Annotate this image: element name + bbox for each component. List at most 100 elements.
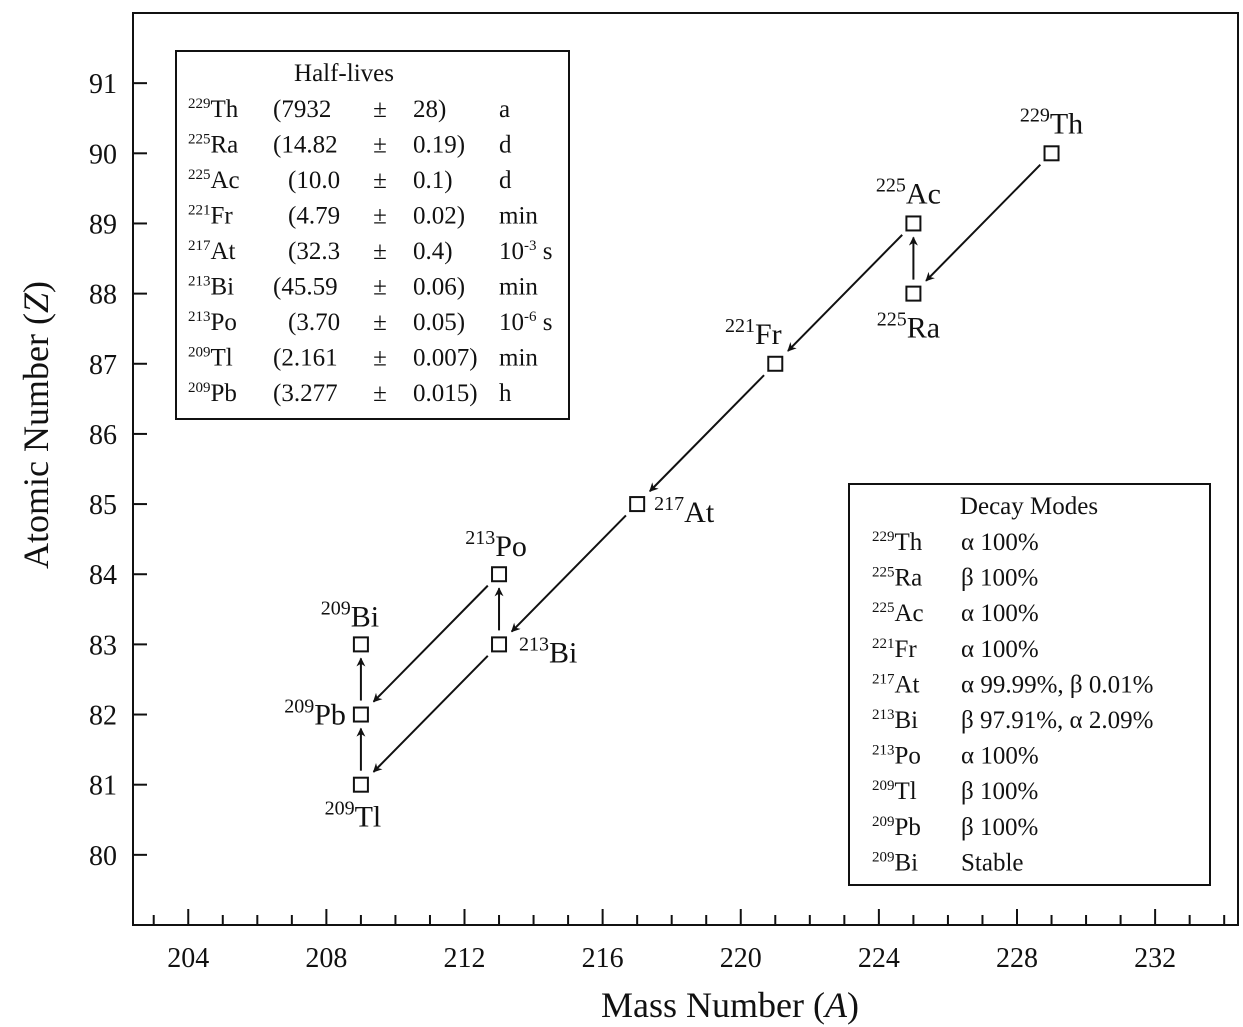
decay-mode-nuclide: 221Fr [872,636,917,663]
alpha-decay-arrow [372,655,489,773]
decay-mode-nuclide: 209Bi [872,849,918,876]
half-life-uncertainty: 0.007) [413,345,478,372]
half-life-nuclide: 209Tl [188,345,233,372]
half-life-nuclide: 225Ac [188,167,240,194]
nuclide-marker-213Po [491,566,508,583]
decay-mode-value: α 100% [961,529,1039,556]
x-tick-label: 216 [582,943,624,974]
y-tick-label: 82 [89,701,117,732]
half-life-pm: ± [373,132,387,159]
decay-mode-value: α 99.99%, β 0.01% [961,671,1153,698]
half-life-unit: 10-3 s [499,238,552,265]
decay-mode-nuclide: 209Tl [872,778,917,805]
decay-mode-nuclide: 213Po [872,743,921,770]
half-life-nuclide: 213Bi [188,274,234,301]
half-life-unit: 10-6 s [499,309,552,336]
x-tick-label: 212 [444,943,486,974]
nuclide-marker-217At [629,496,646,513]
nuclide-marker-229Th [1043,145,1060,162]
half-life-pm: ± [373,96,387,123]
half-life-nuclide: 229Th [188,96,239,123]
half-life-uncertainty: 0.015) [413,380,478,407]
alpha-decay-arrow [372,584,489,703]
half-life-pm: ± [373,274,387,301]
decay-mode-nuclide: 217At [872,671,920,698]
nuclide-marker-225Ra [905,285,922,302]
y-tick-label: 88 [89,280,117,311]
half-life-uncertainty: 28) [413,96,446,123]
half-life-pm: ± [373,309,387,336]
alpha-decay-arrow [649,374,765,492]
alpha-decay-arrow [925,164,1042,282]
half-life-nuclide: 213Po [188,309,237,336]
half-life-unit: min [499,345,538,372]
half-life-pm: ± [373,345,387,372]
half-life-value: (14.82 [273,132,338,159]
nuclide-label-213Bi: 213Bi [519,633,577,669]
x-tick-label: 224 [858,943,900,974]
half-life-value: (4.79 [288,203,340,230]
y-tick-label: 81 [89,771,117,802]
y-tick-label: 86 [89,420,117,451]
half-life-nuclide: 217At [188,238,236,265]
half-life-value: (45.59 [273,274,338,301]
half-life-uncertainty: 0.19) [413,132,465,159]
decay-mode-value: Stable [961,849,1024,876]
half-life-uncertainty: 0.06) [413,274,465,301]
decay-mode-value: α 100% [961,636,1039,663]
half-life-value: (3.70 [288,309,340,336]
nuclide-markers [352,145,1060,793]
half-life-value: (3.277 [273,380,338,407]
decay-modes-frame [848,483,1211,886]
decay-modes-legend: Decay Modes 229Th α 100% 225Ra β 100% 225Ac α… [848,483,1211,886]
nuclide-label-225Ra: 225Ra [877,309,940,345]
half-life-value: (7932 [273,96,331,123]
nuclide-label-213Po: 213Po [465,527,527,563]
decay-mode-value: α 100% [961,600,1039,627]
half-life-value: (32.3 [288,238,340,265]
nuclide-label-209Tl: 209Tl [325,798,382,834]
y-tick-label: 91 [89,69,117,100]
half-life-nuclide: 225Ra [188,132,238,159]
nuclide-labels: 229Th 225Ra 225Ac 221Fr 217At 213Bi 213Po 209Tl… [284,104,1083,833]
nuclide-label-225Ac: 225Ac [876,174,941,210]
half-life-pm: ± [373,380,387,407]
nuclide-marker-213Bi [491,636,508,653]
half-life-value: (2.161 [273,345,338,372]
nuclide-marker-225Ac [905,215,922,232]
half-life-unit: h [499,380,512,407]
half-life-unit: a [499,96,510,123]
decay-mode-nuclide: 225Ac [872,600,924,627]
nuclide-marker-221Fr [767,355,784,372]
half-life-unit: d [499,167,512,194]
y-tick-label: 84 [89,560,117,591]
half-life-nuclide: 221Fr [188,203,233,230]
decay-mode-value: α 100% [961,743,1039,770]
y-axis-title: Atomic Number (Z) [16,281,56,569]
decay-mode-nuclide: 209Pb [872,814,921,841]
nuclide-label-229Th: 229Th [1020,104,1083,140]
decay-mode-value: β 100% [961,778,1038,805]
half-life-uncertainty: 0.05) [413,309,465,336]
decay-mode-nuclide: 213Bi [872,707,918,734]
x-tick-label: 232 [1134,943,1176,974]
half-life-uncertainty: 0.4) [413,238,453,265]
y-axis-ticks: 80 81 82 83 84 85 86 87 88 89 90 91 [89,69,147,872]
half-life-uncertainty: 0.02) [413,203,465,230]
half-life-pm: ± [373,203,387,230]
half-life-pm: ± [373,238,387,265]
y-tick-label: 87 [89,350,117,381]
nuclide-label-209Pb: 209Pb [284,696,346,732]
decay-mode-value: β 100% [961,565,1038,592]
x-tick-label: 220 [720,943,762,974]
half-life-uncertainty: 0.1) [413,167,453,194]
half-life-unit: min [499,274,538,301]
alpha-decay-arrow [787,234,903,352]
nuclide-marker-209Bi [352,636,369,653]
y-tick-label: 80 [89,841,117,872]
decay-mode-nuclide: 225Ra [872,565,922,592]
nuclide-label-217At: 217At [654,493,715,529]
x-tick-label: 208 [305,943,347,974]
alpha-decay-arrow [510,514,627,633]
x-tick-label: 228 [996,943,1038,974]
